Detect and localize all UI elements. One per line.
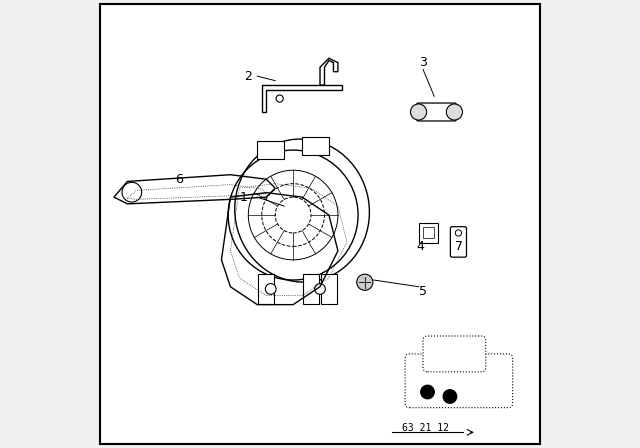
Circle shape: [443, 390, 457, 403]
FancyBboxPatch shape: [258, 274, 275, 304]
Circle shape: [315, 284, 325, 294]
Text: 63 21 12: 63 21 12: [402, 423, 449, 433]
Text: 7: 7: [455, 240, 463, 253]
FancyBboxPatch shape: [405, 354, 513, 408]
Circle shape: [356, 274, 373, 290]
Text: 1: 1: [240, 190, 248, 204]
Bar: [423, 227, 434, 238]
Circle shape: [446, 104, 463, 120]
Text: 2: 2: [244, 69, 252, 83]
Circle shape: [266, 284, 276, 294]
Text: 5: 5: [419, 284, 427, 298]
FancyBboxPatch shape: [321, 274, 337, 304]
FancyBboxPatch shape: [451, 227, 467, 257]
FancyBboxPatch shape: [419, 223, 438, 243]
FancyBboxPatch shape: [100, 4, 540, 444]
Circle shape: [421, 385, 435, 399]
FancyBboxPatch shape: [257, 141, 284, 159]
Circle shape: [410, 104, 427, 120]
Text: 4: 4: [417, 240, 424, 253]
FancyBboxPatch shape: [417, 103, 457, 121]
FancyBboxPatch shape: [302, 137, 329, 155]
FancyBboxPatch shape: [303, 274, 319, 304]
FancyBboxPatch shape: [423, 336, 486, 372]
Text: 6: 6: [175, 172, 183, 186]
Text: 3: 3: [419, 56, 427, 69]
